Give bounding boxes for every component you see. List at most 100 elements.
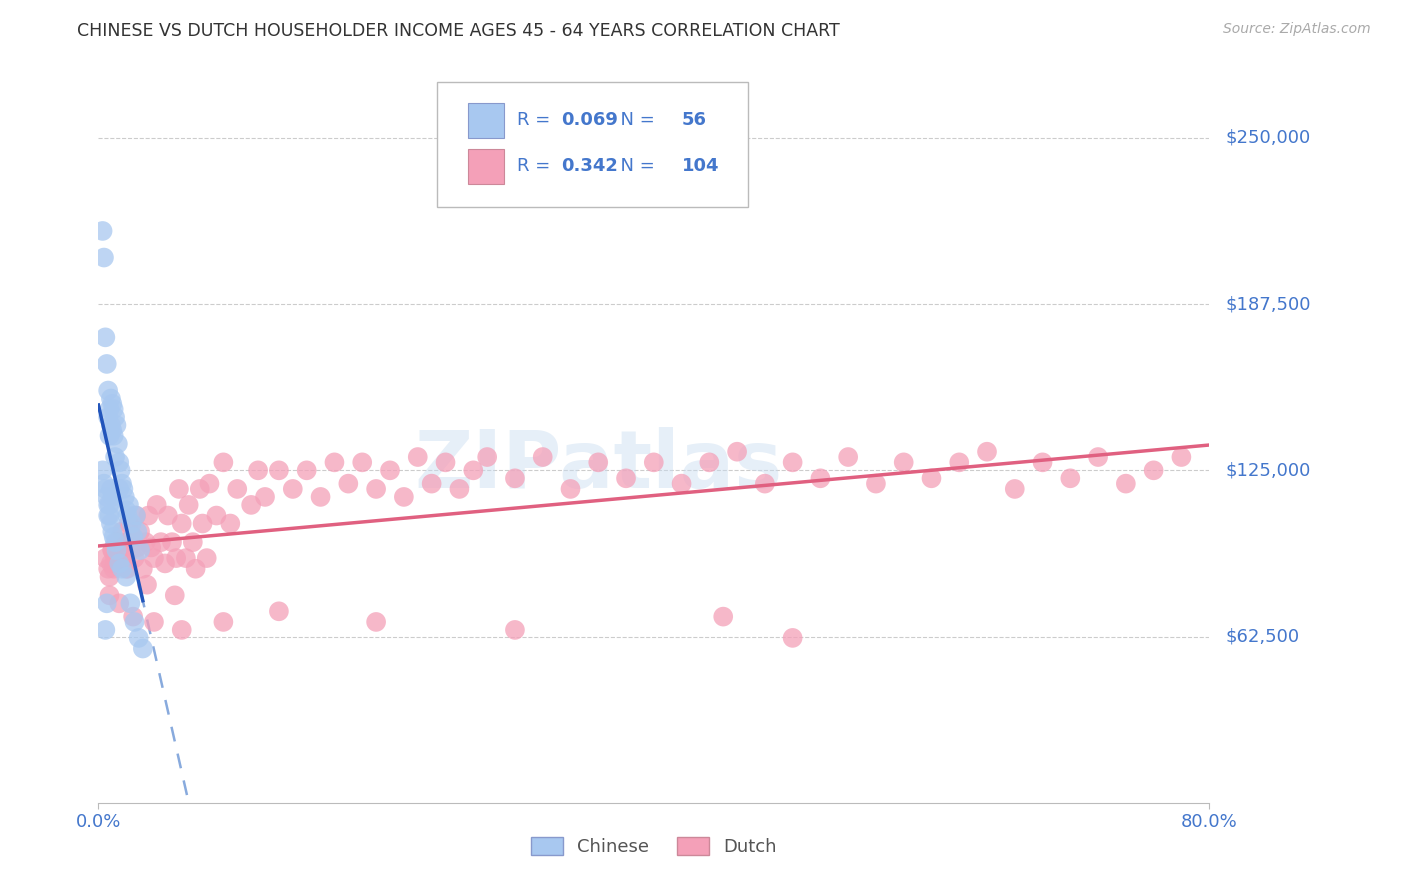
Point — [101, 524, 124, 539]
Point — [177, 498, 200, 512]
Point — [167, 482, 190, 496]
Point — [129, 543, 152, 558]
Point — [267, 463, 290, 477]
Point — [782, 631, 804, 645]
Point — [588, 455, 610, 469]
Point — [323, 455, 346, 469]
Text: CHINESE VS DUTCH HOUSEHOLDER INCOME AGES 45 - 64 YEARS CORRELATION CHART: CHINESE VS DUTCH HOUSEHOLDER INCOME AGES… — [77, 22, 839, 40]
Point — [120, 543, 142, 558]
Text: 0.342: 0.342 — [561, 158, 619, 176]
Point — [503, 471, 526, 485]
Point — [105, 418, 128, 433]
Text: $250,000: $250,000 — [1226, 128, 1310, 147]
FancyBboxPatch shape — [437, 82, 748, 207]
Point — [96, 596, 118, 610]
FancyBboxPatch shape — [468, 149, 503, 184]
Point — [98, 429, 121, 443]
Point — [160, 535, 183, 549]
Point — [406, 450, 429, 464]
Point — [108, 482, 131, 496]
Point — [1059, 471, 1081, 485]
Point — [98, 508, 121, 523]
Point — [205, 508, 228, 523]
Point — [174, 551, 197, 566]
Point — [920, 471, 942, 485]
Point — [100, 557, 122, 571]
Point — [100, 482, 122, 496]
Point — [97, 508, 120, 523]
Point — [1032, 455, 1054, 469]
Point — [195, 551, 218, 566]
Point — [1143, 463, 1166, 477]
Point — [125, 508, 148, 523]
Point — [101, 424, 124, 438]
Point — [219, 516, 242, 531]
Point — [475, 450, 499, 464]
Point — [531, 450, 554, 464]
Point — [98, 588, 121, 602]
Text: 56: 56 — [682, 112, 707, 129]
Text: ZIPatlas: ZIPatlas — [415, 427, 782, 506]
Text: $125,000: $125,000 — [1226, 461, 1312, 479]
Point — [127, 541, 149, 555]
Point — [117, 508, 139, 523]
Text: 104: 104 — [682, 158, 718, 176]
Point — [643, 455, 665, 469]
Point — [366, 615, 388, 629]
Point — [1170, 450, 1192, 464]
Point — [434, 455, 457, 469]
Point — [181, 535, 204, 549]
Point — [837, 450, 859, 464]
Point — [103, 429, 125, 443]
Text: R =: R = — [517, 112, 557, 129]
Point — [170, 623, 193, 637]
Point — [101, 397, 124, 411]
Point — [111, 524, 134, 539]
Point — [94, 551, 117, 566]
Point — [124, 615, 146, 629]
Point — [100, 418, 122, 433]
Point — [463, 463, 485, 477]
Point — [93, 476, 115, 491]
Point — [97, 498, 120, 512]
Point — [699, 455, 721, 469]
Point — [212, 455, 235, 469]
Point — [121, 516, 143, 531]
Point — [948, 455, 970, 469]
Point — [114, 490, 136, 504]
Point — [108, 557, 131, 571]
Point — [191, 516, 214, 531]
Legend: Chinese, Dutch: Chinese, Dutch — [523, 830, 785, 863]
Point — [420, 476, 443, 491]
Text: R =: R = — [517, 158, 557, 176]
Point — [94, 330, 117, 344]
Point — [100, 516, 122, 531]
Point — [112, 482, 135, 496]
Point — [108, 557, 131, 571]
Point — [105, 543, 128, 558]
Point — [212, 615, 235, 629]
Point — [115, 562, 138, 576]
Point — [98, 498, 121, 512]
Point — [107, 436, 129, 450]
Point — [132, 641, 155, 656]
Point — [392, 490, 415, 504]
Text: $62,500: $62,500 — [1226, 628, 1301, 646]
Point — [115, 503, 138, 517]
Point — [105, 535, 128, 549]
Point — [104, 450, 127, 464]
Point — [104, 551, 127, 566]
Point — [1115, 476, 1137, 491]
Point — [122, 530, 145, 544]
Point — [1087, 450, 1109, 464]
Point — [247, 463, 270, 477]
Point — [96, 357, 118, 371]
Point — [240, 498, 263, 512]
Point — [103, 402, 125, 417]
Point — [865, 476, 887, 491]
Point — [101, 490, 124, 504]
Point — [94, 623, 117, 637]
Point — [366, 482, 388, 496]
Point — [122, 530, 145, 544]
FancyBboxPatch shape — [468, 103, 503, 138]
